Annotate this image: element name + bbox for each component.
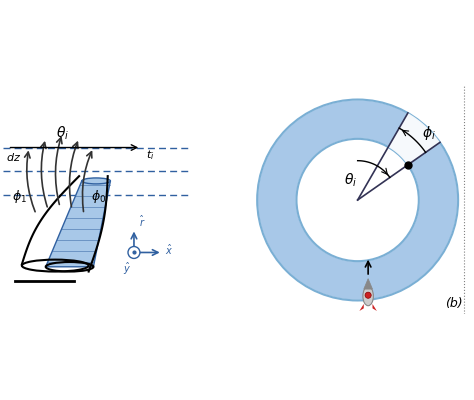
Text: (b): (b): [445, 296, 463, 310]
Text: $\phi_1$: $\phi_1$: [12, 188, 27, 205]
Text: $\phi_i$: $\phi_i$: [422, 124, 436, 142]
Text: $\hat{x}$: $\hat{x}$: [165, 243, 173, 257]
Polygon shape: [364, 279, 373, 289]
Text: $t_i$: $t_i$: [146, 148, 155, 162]
Text: $\hat{y}$: $\hat{y}$: [123, 260, 131, 277]
Ellipse shape: [363, 286, 374, 306]
Text: $\hat{r}$: $\hat{r}$: [139, 214, 145, 230]
Text: $dz$: $dz$: [6, 151, 21, 163]
Circle shape: [128, 246, 140, 258]
Circle shape: [365, 292, 371, 298]
Ellipse shape: [82, 178, 110, 184]
Text: $\theta_i$: $\theta_i$: [344, 171, 357, 189]
Polygon shape: [388, 113, 440, 165]
Circle shape: [297, 139, 419, 261]
Text: $\phi_0$: $\phi_0$: [91, 188, 106, 205]
Polygon shape: [46, 181, 110, 267]
Wedge shape: [257, 100, 458, 300]
Polygon shape: [359, 304, 364, 311]
Text: $\theta_i$: $\theta_i$: [56, 125, 69, 142]
Polygon shape: [373, 304, 377, 311]
